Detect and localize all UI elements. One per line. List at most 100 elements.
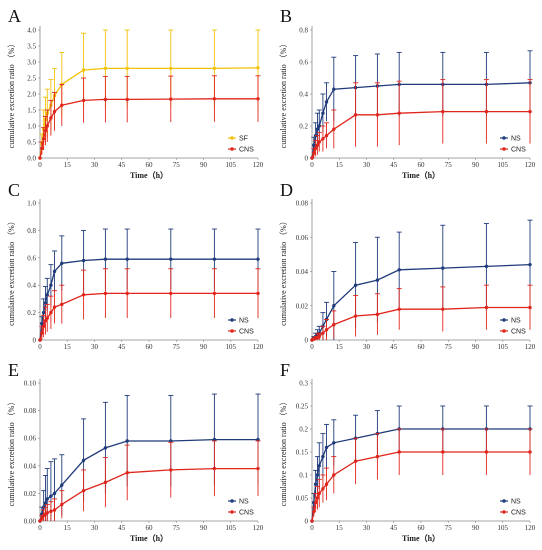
data-point bbox=[397, 268, 401, 272]
data-point bbox=[315, 127, 320, 131]
data-point bbox=[43, 301, 48, 305]
chart-panel-a: A 0.0 0.5 1.0 1.5 2.0 2.5 3.0 3.5 4.0 0 15 30 45 60 75 9… bbox=[7, 6, 264, 180]
data-point bbox=[256, 437, 260, 442]
data-point bbox=[441, 266, 445, 270]
data-point bbox=[52, 305, 57, 309]
data-point bbox=[375, 278, 380, 282]
x-tick-label: 0 bbox=[310, 524, 314, 532]
legend-marker bbox=[502, 147, 506, 151]
y-tick-label: 0 bbox=[305, 155, 309, 163]
legend-marker bbox=[230, 329, 234, 333]
data-point bbox=[45, 316, 49, 320]
x-tick-label: 15 bbox=[336, 524, 344, 532]
data-point bbox=[324, 482, 329, 486]
data-point bbox=[40, 146, 44, 151]
data-point bbox=[353, 113, 358, 117]
series-ns bbox=[310, 405, 533, 523]
data-point bbox=[528, 305, 532, 310]
data-point bbox=[81, 458, 86, 462]
legend-label: CNS bbox=[511, 329, 526, 336]
y-tick-label: 0.15 bbox=[296, 449, 309, 457]
panel-letter-a: A bbox=[8, 6, 21, 26]
data-point bbox=[125, 439, 129, 443]
data-point bbox=[103, 257, 108, 261]
data-point bbox=[324, 100, 329, 104]
data-point bbox=[313, 500, 318, 505]
y-tick-label: 2.5 bbox=[27, 75, 36, 83]
data-point bbox=[38, 156, 42, 160]
y-tick-label: 0.6 bbox=[27, 254, 36, 262]
data-point bbox=[353, 314, 358, 318]
data-point bbox=[321, 137, 325, 141]
y-tick-label: 0.3 bbox=[299, 380, 308, 388]
y-tick-label: 0.02 bbox=[24, 490, 37, 498]
y-tick-label: 0.04 bbox=[24, 462, 37, 470]
data-point bbox=[332, 87, 336, 91]
series-line bbox=[39, 292, 258, 341]
data-point bbox=[484, 305, 489, 310]
y-tick-label: 0.4 bbox=[27, 282, 36, 290]
x-tick-label: 30 bbox=[363, 161, 371, 169]
series-ns bbox=[310, 50, 533, 160]
x-tick-label: 75 bbox=[173, 161, 181, 169]
data-point bbox=[52, 508, 57, 512]
data-point bbox=[49, 310, 53, 315]
x-tick-label: 45 bbox=[390, 524, 398, 532]
legend-label: SF bbox=[239, 136, 248, 143]
x-tick-label: 120 bbox=[253, 343, 264, 351]
data-point bbox=[40, 331, 44, 335]
chart-panel-f: F 0 0.05 0.1 0.15 0.2 0.25 0.3 0 15 30 45 60 75 90 105 1… bbox=[279, 360, 536, 543]
y-tick-label: 4.0 bbox=[27, 27, 36, 35]
data-point bbox=[324, 328, 329, 332]
x-tick-label: 30 bbox=[91, 524, 99, 532]
panel-letter-f: F bbox=[280, 360, 290, 380]
data-point bbox=[81, 293, 86, 297]
data-point bbox=[125, 291, 129, 296]
x-tick-label: 30 bbox=[363, 524, 371, 532]
series-ns bbox=[310, 219, 533, 342]
legend-label: CNS bbox=[239, 147, 254, 154]
data-point bbox=[52, 109, 57, 114]
legend-marker bbox=[502, 136, 506, 140]
series-ns bbox=[38, 228, 261, 342]
series-ns bbox=[38, 393, 261, 523]
x-axis-label: Time（h） bbox=[402, 533, 440, 543]
data-point bbox=[169, 291, 173, 296]
data-point bbox=[43, 129, 48, 133]
data-point bbox=[103, 480, 108, 485]
data-point bbox=[375, 312, 380, 317]
data-point bbox=[332, 473, 336, 477]
x-tick-label: 45 bbox=[118, 524, 126, 532]
y-tick-label: 0 bbox=[305, 337, 309, 345]
x-axis-label: Time（h） bbox=[130, 533, 168, 543]
data-point bbox=[41, 137, 46, 141]
y-tick-label: 1.5 bbox=[27, 107, 36, 115]
data-point bbox=[49, 283, 53, 287]
y-tick-label: 1.0 bbox=[27, 123, 36, 131]
data-point bbox=[103, 66, 108, 71]
y-axis-label: cumulative excretion ratio （%） bbox=[279, 217, 288, 326]
data-point bbox=[375, 454, 380, 459]
data-point bbox=[484, 450, 489, 454]
y-tick-label: 0.4 bbox=[299, 91, 308, 99]
data-point bbox=[212, 466, 217, 471]
legend-label: CNS bbox=[239, 329, 254, 336]
data-point bbox=[40, 321, 44, 326]
x-tick-label: 30 bbox=[363, 343, 371, 351]
series-cns bbox=[38, 440, 261, 523]
x-tick-label: 105 bbox=[226, 524, 237, 532]
series-line bbox=[311, 306, 530, 341]
legend-marker bbox=[502, 329, 506, 333]
y-tick-label: 0.08 bbox=[296, 200, 309, 208]
data-point bbox=[321, 111, 325, 115]
y-axis-label: cumulative excretion ratio （%） bbox=[279, 40, 288, 149]
data-point bbox=[169, 97, 173, 101]
x-tick-label: 30 bbox=[91, 161, 99, 169]
data-point bbox=[528, 109, 532, 114]
data-point bbox=[60, 261, 64, 265]
data-point bbox=[169, 439, 173, 443]
x-tick-label: 105 bbox=[226, 161, 237, 169]
y-tick-label: 0.2 bbox=[299, 123, 308, 131]
series-line bbox=[311, 428, 530, 522]
